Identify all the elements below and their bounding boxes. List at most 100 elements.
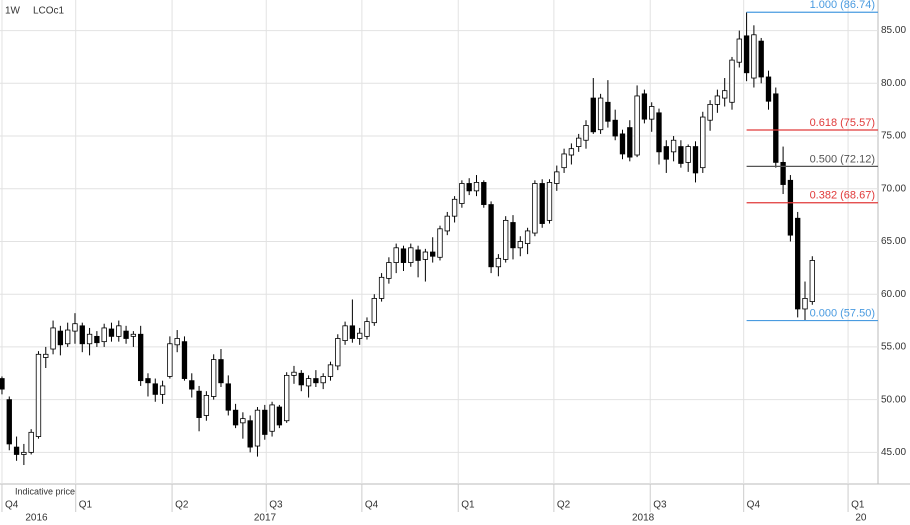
candle-body [422, 251, 429, 260]
x-tick-label: Q1 [851, 500, 865, 511]
candle-body [451, 198, 458, 217]
candle-body [218, 359, 224, 384]
candle-body [444, 215, 450, 232]
candle-body [13, 446, 20, 455]
x-tick-label: Q2 [557, 500, 571, 511]
candle-body [35, 353, 42, 437]
candle-body [225, 383, 231, 411]
interval: 1W [5, 6, 21, 17]
x-tick-label: Q4 [365, 500, 379, 511]
candle-body [72, 323, 78, 332]
candle-body [291, 371, 297, 376]
candle-body [692, 146, 699, 174]
fib-label: 0.000 (57.50) [810, 307, 875, 319]
candle-body [203, 395, 210, 416]
candle-body [802, 298, 808, 310]
candle-body [700, 116, 706, 169]
y-tick-label: 65.00 [881, 236, 906, 247]
candle-body [627, 127, 633, 158]
note: Indicative price [15, 486, 75, 496]
fib-label: 0.382 (68.67) [810, 190, 875, 202]
candle-body [714, 95, 721, 105]
candle-body [758, 40, 764, 78]
candle-body [568, 148, 575, 156]
candle-body [247, 420, 253, 448]
candle-body [415, 249, 421, 261]
candle-body [729, 59, 735, 103]
candle-body [656, 112, 662, 153]
candle-body [298, 372, 304, 386]
candle-body [787, 179, 794, 236]
candle-body [181, 341, 188, 379]
candle-body [707, 103, 713, 121]
candle-body [524, 230, 531, 244]
candle-body [167, 343, 173, 377]
candle-body [79, 325, 85, 345]
x-tick-label: Q2 [175, 500, 189, 511]
candle-body [561, 153, 567, 169]
candle-body [663, 146, 669, 160]
year-label: 2016 [25, 513, 48, 524]
candle-body [378, 276, 385, 299]
candle-body [57, 330, 64, 346]
candle-body [481, 182, 487, 205]
fib-label: 0.618 (75.57) [810, 117, 875, 129]
candle-body [65, 329, 71, 345]
candle-body [313, 378, 319, 384]
candle-body [576, 137, 582, 147]
fib-label: 1.000 (86.74) [810, 0, 875, 11]
candle-body [50, 327, 56, 350]
candle-body [305, 378, 312, 387]
x-tick-label: Q1 [461, 500, 475, 511]
candle-body [6, 399, 12, 445]
candle-body [495, 257, 502, 268]
candle-body [649, 106, 655, 120]
candle-body [685, 146, 691, 163]
candle-body [597, 97, 604, 131]
candle-body [342, 325, 348, 341]
year-label: 2018 [632, 513, 655, 524]
y-tick-label: 75.00 [881, 131, 906, 142]
y-tick-label: 60.00 [881, 289, 906, 300]
x-tick-label: Q3 [269, 500, 283, 511]
candle-body [43, 353, 49, 358]
candle-body [532, 183, 538, 234]
candle-body [116, 325, 122, 337]
y-tick-label: 85.00 [881, 25, 906, 36]
candle-body [174, 338, 180, 346]
candle-body [108, 328, 115, 337]
candle-body [612, 119, 618, 137]
y-tick-label: 45.00 [881, 447, 906, 458]
candle-body [269, 404, 275, 432]
candle-body [393, 247, 399, 263]
fib-label: 0.500 (72.12) [810, 153, 875, 165]
candle-body [349, 325, 356, 339]
candle-body [152, 383, 158, 395]
candle-body [21, 451, 27, 455]
candle-body [320, 376, 326, 384]
candle-body [670, 139, 677, 153]
candle-body [0, 378, 5, 390]
candle-body [743, 35, 750, 74]
candle-body [590, 97, 596, 133]
candle-body [678, 146, 684, 164]
candle-body [189, 380, 195, 390]
candle-body [386, 262, 392, 279]
candle-body [262, 409, 268, 435]
candle-body [86, 333, 93, 345]
x-tick-label: Q1 [79, 500, 93, 511]
candle-body [408, 247, 414, 263]
candle-body [430, 251, 436, 257]
candle-body [145, 378, 151, 384]
y-tick-label: 80.00 [881, 78, 906, 89]
candle-body [284, 374, 290, 422]
candle-body [634, 95, 640, 156]
candle-body [503, 219, 509, 260]
candle-body [539, 183, 545, 224]
candle-body [357, 332, 363, 339]
candle-body [765, 76, 772, 102]
candle-body [28, 431, 34, 453]
candle-body [619, 133, 626, 155]
candle-body [780, 161, 786, 185]
